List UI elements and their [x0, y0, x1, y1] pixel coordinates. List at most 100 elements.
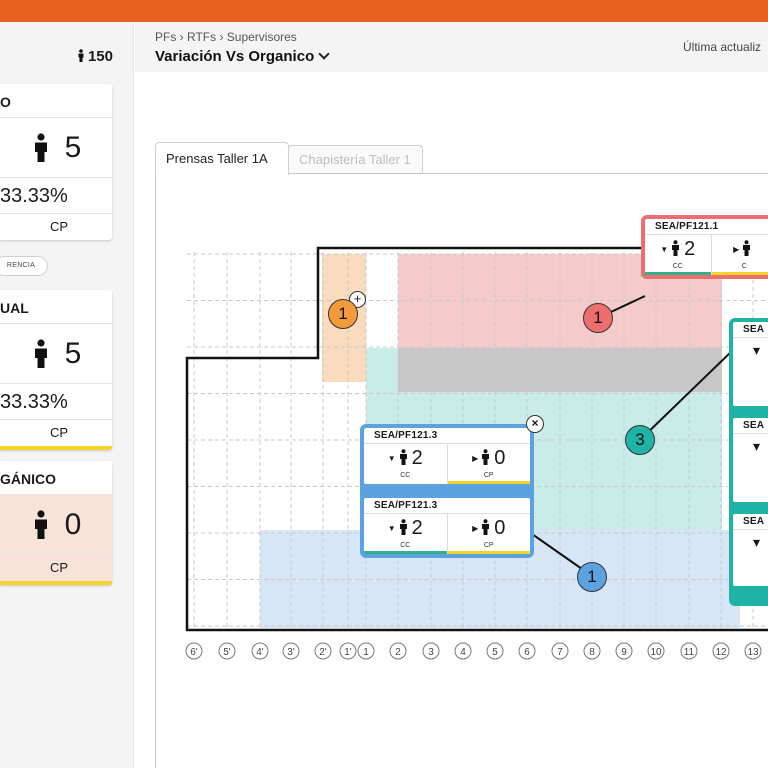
column-markers: 6' 5' 4' 3' 2' 1' 1 2 3 4 5 6 7 8 9 10 11 12 13 [185, 642, 762, 660]
column-label: 6' [190, 647, 198, 658]
column-marker [647, 642, 665, 660]
person-icon [482, 449, 490, 465]
breadcrumb[interactable]: PFs › RTFs › Supervisores [155, 30, 297, 44]
triangle-right-icon: ▶ [472, 524, 479, 533]
column-marker [680, 642, 698, 660]
person-icon [399, 449, 407, 465]
person-icon [34, 132, 47, 162]
person-icon [672, 240, 680, 256]
column-marker [282, 642, 300, 660]
machine-title: SEA [733, 322, 768, 338]
zone-badge-blue[interactable]: 1 [577, 562, 607, 592]
person-icon [34, 338, 47, 368]
summary-panel: 150 O 5 33.33% CP RENCIA UAL 5 33.33% CP… [0, 22, 134, 768]
zone-badge-red[interactable]: 1 [583, 303, 613, 333]
card-title: GÁNICO [0, 461, 112, 495]
summary-card-2[interactable]: UAL 5 33.33% CP [0, 290, 112, 450]
column-label: 1' [344, 647, 352, 658]
building-outline [185, 246, 768, 632]
person-icon [743, 240, 751, 256]
column-label: 10 [650, 647, 662, 658]
summary-card-3[interactable]: GÁNICO 0 CP [0, 461, 112, 585]
cc-cell: ▼ 2 CC [364, 444, 448, 484]
column-label: 11 [684, 647, 695, 658]
machine-entry[interactable]: SEA/PF121.3 ▼ 2 CC ▶ 0 CP [364, 498, 530, 554]
card-percent: 33.33% [0, 384, 112, 420]
machine-title: SEA/PF121.3 [364, 498, 530, 514]
status-bar [447, 481, 530, 484]
cp-cell: ▶ 0 CP [447, 514, 530, 554]
zone-badge-teal[interactable]: 3 [625, 425, 655, 455]
machine-title: SEA/PF121.3 [364, 428, 530, 444]
column-marker [251, 642, 269, 660]
card-count: 5 [0, 118, 112, 178]
column-label: 6 [524, 647, 530, 658]
headcount-total: 150 [76, 48, 113, 65]
column-label: 8 [589, 647, 595, 658]
column-marker [583, 642, 601, 660]
machine-card-blue[interactable]: SEA/PF121.3 ▼ 2 CC ▶ 0 CP SEA/PF121.3 ▼ 2 C… [360, 424, 534, 558]
difference-pill[interactable]: RENCIA [0, 256, 48, 276]
triangle-down-icon: ▼ [387, 524, 396, 533]
column-label: 2 [395, 647, 401, 658]
column-label: 1 [363, 647, 369, 658]
column-marker [551, 642, 569, 660]
tab-prensas-taller-1a[interactable]: Prensas Taller 1A [155, 142, 289, 175]
view-selector[interactable]: Variación Vs Organico [155, 48, 330, 65]
column-marker [422, 642, 440, 660]
triangle-right-icon: ▶ [472, 454, 479, 463]
close-icon[interactable]: × [526, 415, 544, 433]
column-label: 3' [287, 647, 295, 658]
machine-title: SEA/PF121.1 [645, 219, 768, 235]
cc-cell: ▼ 2 CC [645, 235, 712, 275]
card-footer: CP [49, 425, 69, 440]
machine-entry[interactable]: SEA/PF121.3 ▼ 2 CC ▶ 0 CP [364, 428, 530, 484]
zone-gray [398, 348, 722, 392]
column-marker [486, 642, 504, 660]
column-marker [712, 642, 730, 660]
column-label: 4 [460, 647, 466, 658]
card-count: 5 [0, 324, 112, 384]
triangle-down-icon: ▼ [387, 454, 396, 463]
column-label: 13 [747, 647, 759, 658]
triangle-right-icon: ▶ [733, 245, 740, 254]
column-marker [218, 642, 236, 660]
last-updated-label: Última actualiz [683, 40, 762, 54]
triangle-down-icon: ▼ [660, 245, 669, 254]
zone-badge-orange[interactable]: 1 [328, 299, 358, 329]
column-marker [357, 642, 375, 660]
column-marker [744, 642, 762, 660]
machine-title: SEA [733, 418, 768, 434]
person-icon [482, 519, 490, 535]
connector-line [639, 349, 734, 441]
column-marker [615, 642, 633, 660]
column-label: 2' [319, 647, 327, 658]
status-bar [711, 272, 768, 275]
column-label: 3 [428, 647, 434, 658]
column-marker [454, 642, 472, 660]
column-label: 12 [715, 647, 727, 658]
summary-card-1[interactable]: O 5 33.33% CP [0, 84, 112, 240]
machine-title: SEA [733, 514, 768, 530]
status-bar [364, 551, 447, 554]
machine-card-teal[interactable]: SEA ▾ SEA ▾ SEA ▾ [729, 318, 768, 606]
column-marker [339, 642, 357, 660]
column-marker [389, 642, 407, 660]
card-title: O [0, 84, 112, 118]
machine-card-red[interactable]: SEA/PF121.1 ▼ 2 CC ▶ C [641, 215, 768, 279]
cp-cell: ▶ 0 CP [447, 444, 530, 484]
column-label: 9 [621, 647, 627, 658]
column-label: 5' [223, 647, 231, 658]
status-bar [447, 551, 530, 554]
column-label: 5 [492, 647, 498, 658]
column-marker [314, 642, 332, 660]
card-count: 0 [0, 495, 112, 555]
cp-cell: ▶ C [711, 235, 768, 275]
page-header: PFs › RTFs › Supervisores Variación Vs O… [135, 22, 768, 72]
card-percent: 33.33% [0, 178, 112, 214]
person-icon [399, 519, 407, 535]
card-title: UAL [0, 290, 112, 324]
top-accent-bar [0, 0, 768, 22]
cc-cell: ▼ 2 CC [364, 514, 448, 554]
